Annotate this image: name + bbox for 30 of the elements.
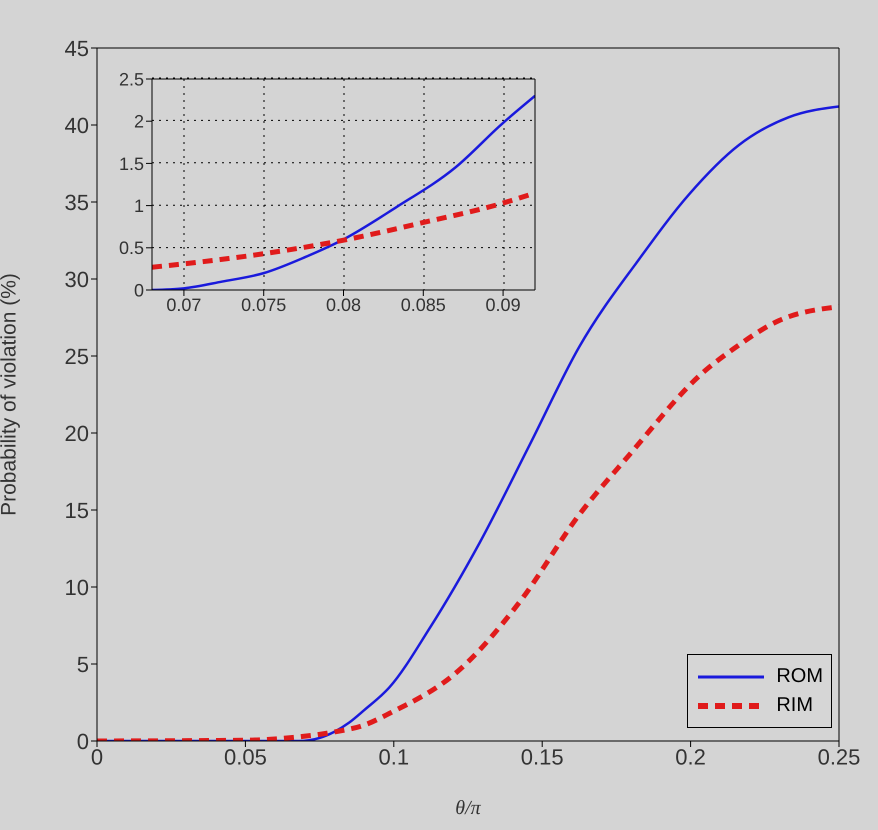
y-tick-label: 10: [64, 574, 89, 600]
x-axis-title: θ/π: [455, 797, 482, 819]
x-tick-label: 0.07: [166, 294, 202, 315]
x-tick-label: 0.085: [400, 294, 446, 315]
y-tick-label: 25: [64, 344, 89, 369]
y-tick-label: 45: [64, 36, 89, 61]
y-tick-label: 20: [64, 420, 89, 446]
x-tick-label: 0.08: [326, 294, 362, 315]
x-tick-label: 0.09: [486, 294, 521, 315]
x-tick-label: 0.1: [378, 744, 410, 770]
y-tick-label: 5: [76, 652, 89, 677]
y-axis-title: Probability of violation (%): [0, 273, 20, 516]
x-tick-label: 0.075: [241, 294, 286, 315]
legend-label: RIM: [776, 694, 813, 717]
y-tick-label: 40: [64, 112, 89, 138]
y-tick-label: 0: [134, 280, 144, 300]
x-tick-label: 0.15: [520, 744, 564, 770]
y-tick-label: 30: [64, 266, 89, 292]
y-tick-label: 2.5: [118, 69, 144, 90]
x-tick-label: 0.25: [818, 744, 860, 770]
y-tick-label: 0.5: [118, 238, 144, 258]
legend-label: ROM: [776, 665, 823, 688]
x-tick-label: 0.2: [675, 744, 706, 770]
y-tick-label: 1: [134, 196, 144, 216]
y-tick-label: 35: [64, 190, 89, 215]
y-tick-label: 0: [76, 728, 89, 754]
x-tick-label: 0.05: [224, 744, 267, 770]
y-tick-label: 2: [134, 112, 144, 132]
y-tick-label: 1.5: [118, 154, 144, 174]
y-tick-label: 15: [64, 498, 89, 523]
